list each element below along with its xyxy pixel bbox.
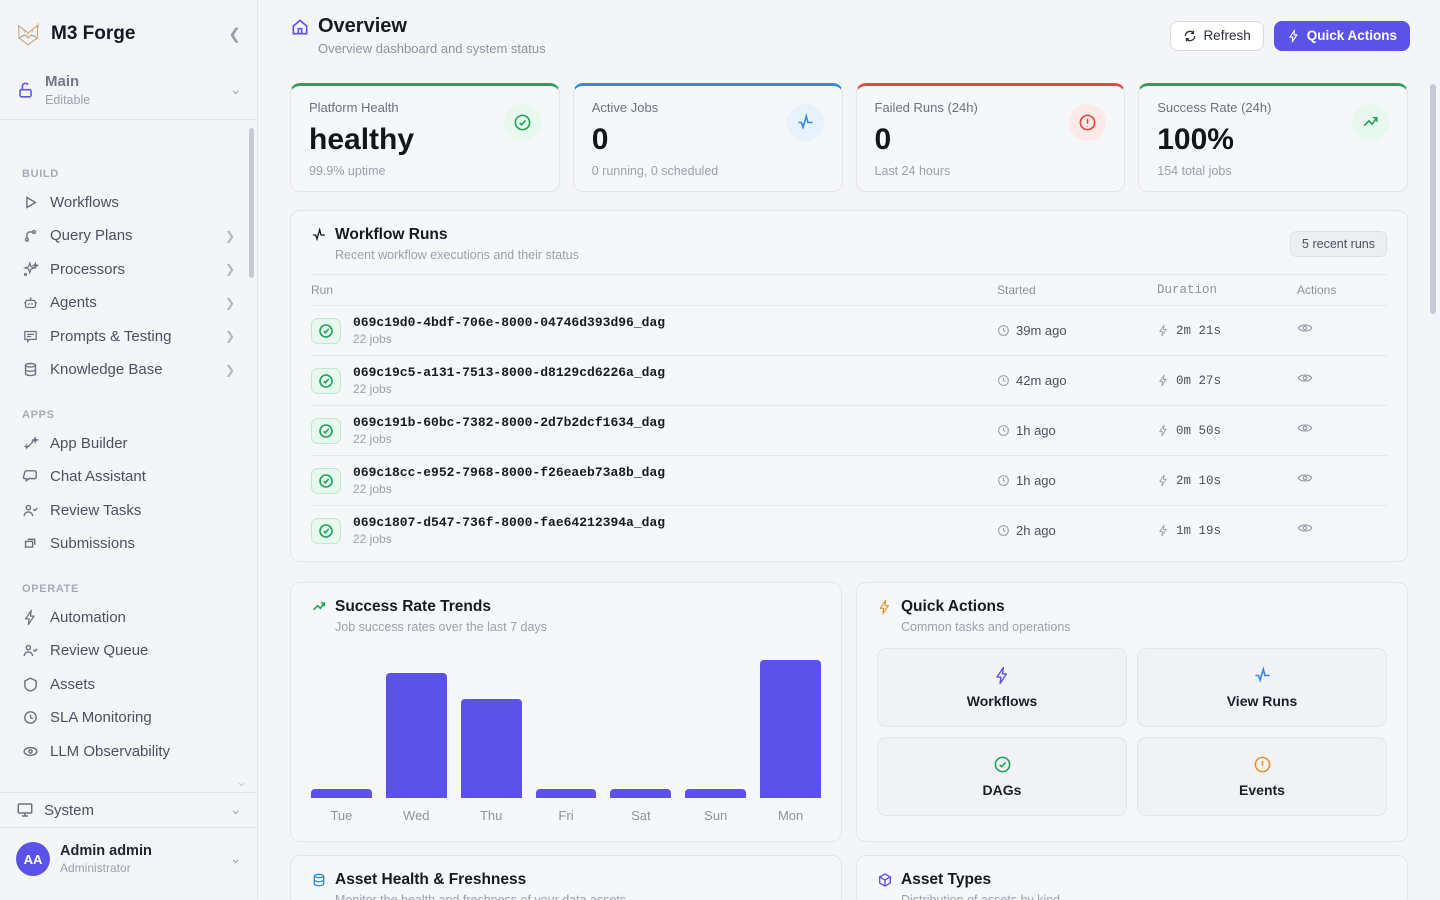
svg-text:3: 3 xyxy=(36,23,39,29)
